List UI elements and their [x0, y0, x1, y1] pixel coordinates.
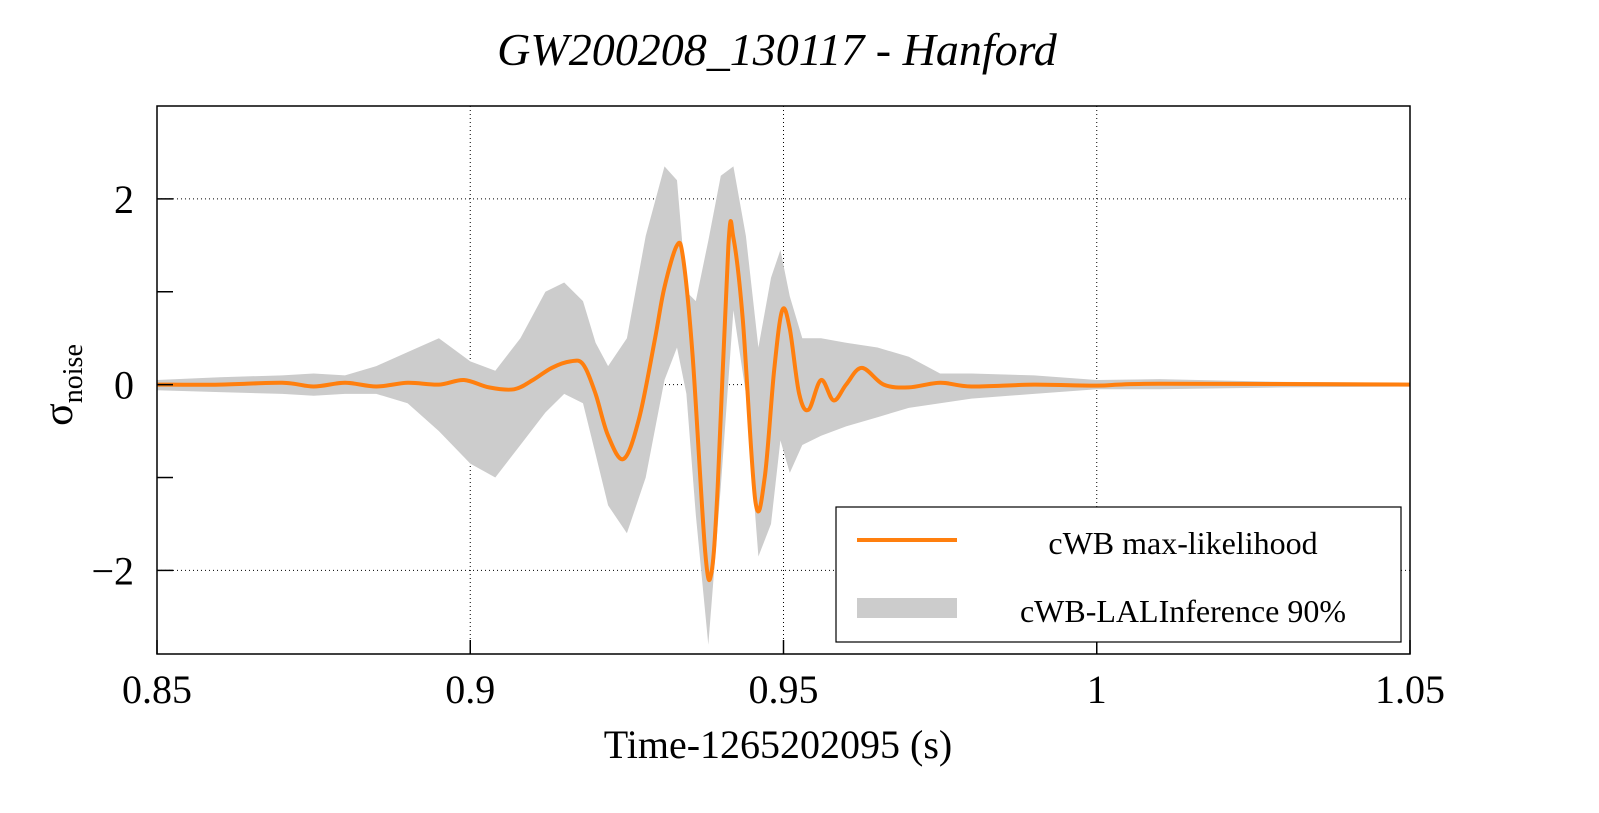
legend-label-band: cWB-LALInference 90% — [1020, 593, 1346, 629]
x-tick-label: 1.05 — [1375, 667, 1445, 712]
legend-band-swatch — [857, 598, 957, 618]
legend: cWB max-likelihood cWB-LALInference 90% — [835, 506, 1402, 643]
x-axis-label: Time-1265202095 (s) — [604, 722, 953, 767]
y-tick-label: −2 — [91, 548, 134, 593]
y-axis-label: σnoise — [36, 344, 89, 426]
chart-title: GW200208_130117 - Hanford — [497, 24, 1058, 75]
max-likelihood-line-layer — [156, 219, 1411, 583]
y-tick-labels: −2 0 2 — [91, 177, 134, 594]
y-tick-label: 2 — [114, 177, 134, 222]
y-axis-label-symbol: σ — [36, 403, 82, 426]
y-axis-label-subscript: noise — [58, 344, 89, 403]
confidence-band — [157, 166, 1410, 645]
y-tick-label: 0 — [114, 363, 134, 408]
x-tick-label: 0.95 — [749, 667, 819, 712]
confidence-band-layer — [157, 166, 1410, 645]
x-tick-label: 0.9 — [445, 667, 495, 712]
svg-text:σnoise: σnoise — [36, 344, 89, 426]
max-likelihood-line — [156, 219, 1411, 583]
x-tick-labels: 0.85 0.9 0.95 1 1.05 — [122, 667, 1445, 712]
x-tick-label: 0.85 — [122, 667, 192, 712]
x-tick-label: 1 — [1087, 667, 1107, 712]
legend-label-max-likelihood: cWB max-likelihood — [1048, 525, 1317, 561]
legend-box — [835, 506, 1402, 643]
axis-ticks — [156, 198, 1411, 654]
